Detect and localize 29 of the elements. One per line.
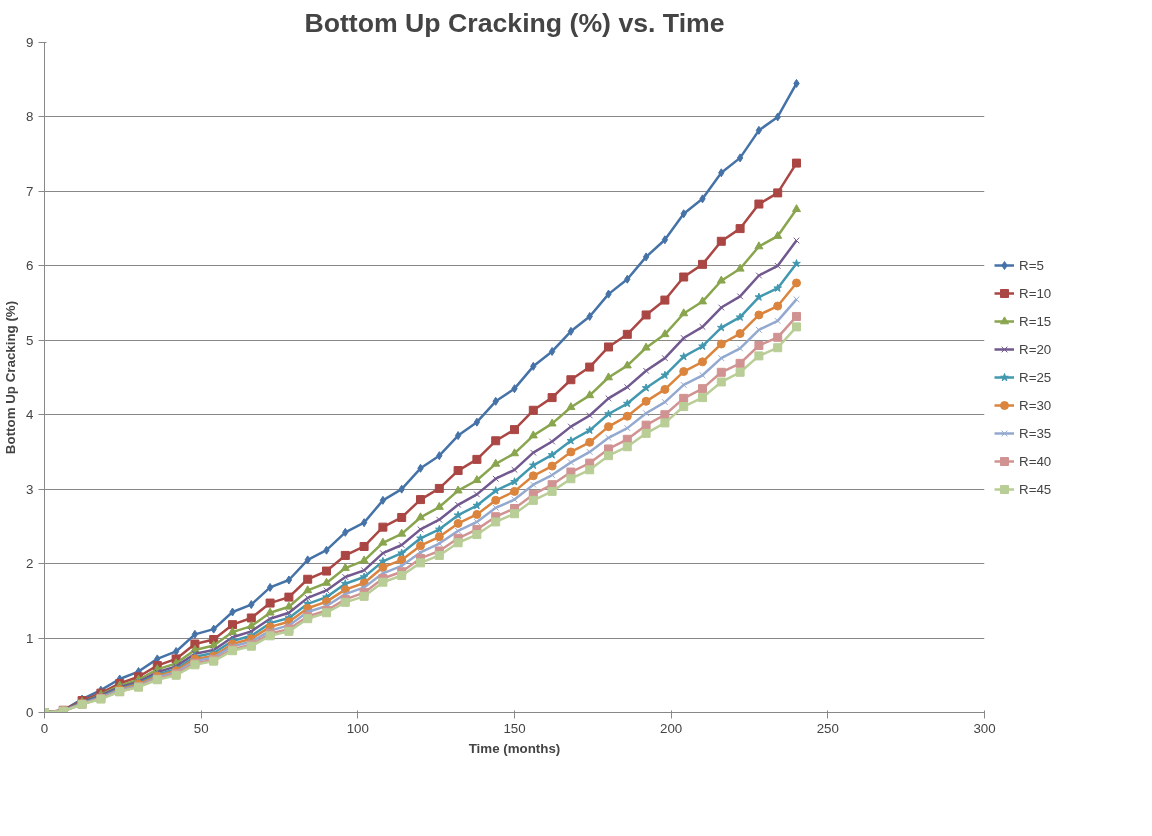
x-tick-label: 150 [503, 720, 526, 736]
y-tick-label: 9 [26, 35, 34, 50]
y-tick-label: 8 [26, 109, 34, 125]
legend-label: R=35 [1019, 425, 1052, 441]
y-tick-label: 7 [26, 183, 34, 199]
legend-label: R=40 [1019, 453, 1052, 469]
y-tick-label: 6 [26, 258, 34, 274]
y-tick-label: 5 [26, 332, 34, 348]
legend-label: R=20 [1019, 341, 1052, 357]
y-tick-label: 4 [26, 407, 35, 423]
legend-label: R=15 [1019, 313, 1052, 329]
legend-label: R=25 [1019, 369, 1052, 385]
y-tick-label: 1 [26, 630, 34, 646]
x-axis-title: Time (months) [468, 740, 561, 756]
legend-label: R=45 [1019, 481, 1052, 497]
legend-label: R=30 [1019, 397, 1052, 413]
x-tick-label: 300 [973, 720, 996, 736]
legend-label: R=5 [1019, 257, 1044, 273]
x-tick-label: 250 [816, 720, 839, 736]
chart-title: Bottom Up Cracking (%) vs. Time [304, 7, 725, 38]
x-tick-label: 0 [40, 720, 49, 736]
x-tick-label: 50 [193, 720, 209, 736]
y-tick-label: 0 [26, 705, 34, 720]
x-tick-label: 200 [660, 720, 683, 736]
y-axis-title: Bottom Up Cracking (%) [3, 300, 19, 455]
legend-label: R=10 [1019, 285, 1052, 301]
y-tick-label: 2 [26, 556, 34, 572]
x-tick-label: 100 [346, 720, 369, 736]
y-tick-label: 3 [26, 481, 34, 497]
